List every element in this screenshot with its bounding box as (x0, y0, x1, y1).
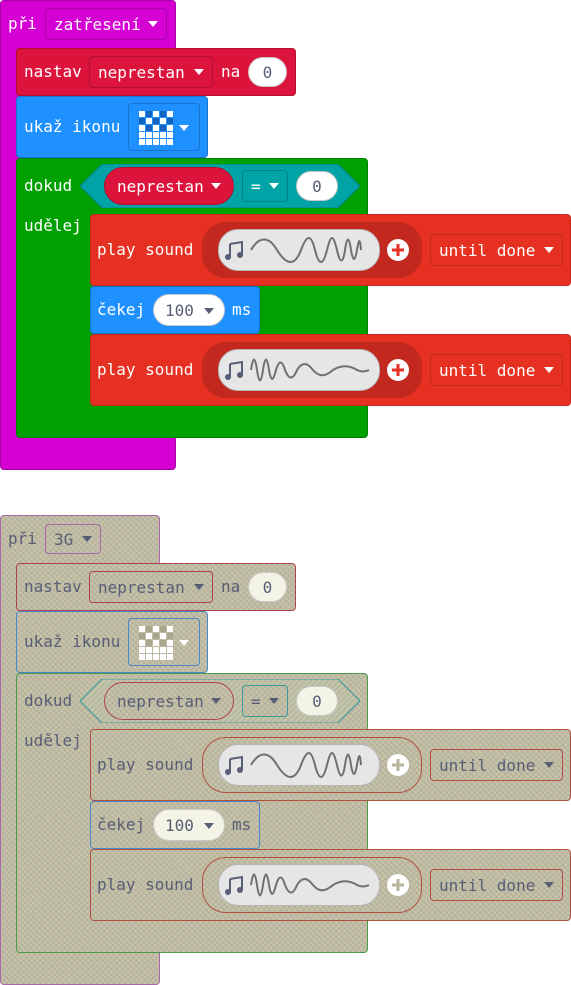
sound-mode-value: until done (439, 755, 536, 775)
set-value: 0 (262, 577, 273, 597)
pause-value-dropdown[interactable]: 100 (153, 294, 225, 326)
pause-unit-label: ms (232, 815, 252, 834)
play-sound-label: play sound (97, 240, 194, 259)
chevron-down-icon (211, 698, 221, 704)
variable-name: neprestan (98, 62, 185, 82)
show-icon-label: ukaž ikonu (24, 117, 121, 136)
music-note-icon (225, 755, 243, 775)
set-value-input[interactable]: 0 (248, 572, 287, 602)
set-label: nastav (24, 62, 82, 81)
chevron-down-icon (544, 367, 554, 373)
pause-value: 100 (165, 815, 194, 835)
chevron-down-icon (544, 882, 554, 888)
icon-picker-dropdown[interactable] (128, 103, 200, 151)
variable-dropdown[interactable]: neprestan (89, 56, 213, 88)
led-face-icon (139, 111, 173, 145)
variable-name: neprestan (98, 577, 185, 597)
chevron-down-icon (179, 640, 189, 646)
sound-wave-icon (250, 237, 362, 263)
chevron-down-icon (194, 584, 204, 590)
chevron-down-icon (544, 762, 554, 768)
set-label: nastav (24, 577, 82, 596)
sound-expression-field[interactable] (218, 744, 380, 786)
sound-wave-icon (250, 358, 370, 382)
music-note-icon (225, 875, 243, 895)
chevron-down-icon (148, 21, 158, 27)
sound-expression-field[interactable] (218, 229, 380, 271)
compare-value: 0 (312, 176, 322, 196)
gesture-value: zatřesení (54, 14, 141, 34)
add-icon[interactable] (386, 238, 410, 262)
set-to-label: na (221, 62, 241, 81)
show-icon-label: ukaž ikonu (24, 632, 121, 651)
music-note-icon (225, 240, 243, 260)
do-label: udělej (24, 216, 82, 235)
sound-mode-dropdown[interactable]: until done (430, 234, 563, 266)
operator-value: = (251, 176, 261, 196)
variable-dropdown[interactable]: neprestan (89, 571, 213, 603)
set-value: 0 (262, 62, 273, 82)
gesture-value: 3G (54, 529, 74, 549)
compare-variable-name: neprestan (117, 691, 204, 711)
sound-mode-dropdown[interactable]: until done (430, 749, 563, 781)
add-icon[interactable] (386, 873, 410, 897)
play-sound-label: play sound (97, 875, 194, 894)
operator-value: = (251, 691, 261, 711)
led-face-icon (139, 626, 173, 660)
pause-unit-label: ms (232, 300, 252, 319)
gesture-dropdown[interactable]: 3G (45, 524, 101, 554)
sound-mode-dropdown[interactable]: until done (430, 354, 563, 386)
play-sound-label: play sound (97, 360, 194, 379)
compare-variable-dropdown[interactable]: neprestan (104, 682, 234, 720)
compare-value-input[interactable]: 0 (296, 171, 338, 201)
sound-expression-field[interactable] (218, 349, 380, 391)
sound-wave-icon (250, 873, 370, 897)
pause-label: čekej (97, 815, 146, 834)
icon-picker-dropdown[interactable] (128, 618, 200, 666)
sound-mode-value: until done (439, 240, 536, 260)
compare-variable-name: neprestan (117, 176, 204, 196)
chevron-down-icon (194, 69, 204, 75)
compare-value-input[interactable]: 0 (296, 686, 338, 716)
music-note-icon (225, 360, 243, 380)
while-label: dokud (24, 176, 73, 195)
add-icon[interactable] (386, 753, 410, 777)
sound-expression-field[interactable] (218, 864, 380, 906)
compare-value: 0 (312, 691, 322, 711)
play-sound-label: play sound (97, 755, 194, 774)
chevron-down-icon (211, 183, 221, 189)
chevron-down-icon (82, 536, 92, 542)
pause-value: 100 (165, 300, 194, 320)
pause-label: čekej (97, 300, 146, 319)
pause-value-dropdown[interactable]: 100 (153, 809, 225, 841)
add-icon[interactable] (386, 358, 410, 382)
compare-variable-dropdown[interactable]: neprestan (104, 167, 234, 205)
sound-mode-value: until done (439, 875, 536, 895)
chevron-down-icon (179, 125, 189, 131)
event-label: při (8, 529, 37, 548)
set-to-label: na (221, 577, 241, 596)
gesture-dropdown[interactable]: zatřesení (45, 8, 167, 40)
operator-dropdown[interactable]: = (242, 170, 288, 202)
sound-wave-icon (250, 752, 362, 778)
sound-mode-value: until done (439, 360, 536, 380)
chevron-down-icon (269, 183, 279, 189)
chevron-down-icon (269, 698, 279, 704)
chevron-down-icon (204, 308, 214, 314)
set-value-input[interactable]: 0 (248, 57, 287, 87)
event-label: při (8, 14, 37, 33)
while-label: dokud (24, 691, 73, 710)
chevron-down-icon (544, 247, 554, 253)
sound-mode-dropdown[interactable]: until done (430, 869, 563, 901)
operator-dropdown[interactable]: = (242, 685, 288, 717)
chevron-down-icon (204, 823, 214, 829)
do-label: udělej (24, 731, 82, 750)
